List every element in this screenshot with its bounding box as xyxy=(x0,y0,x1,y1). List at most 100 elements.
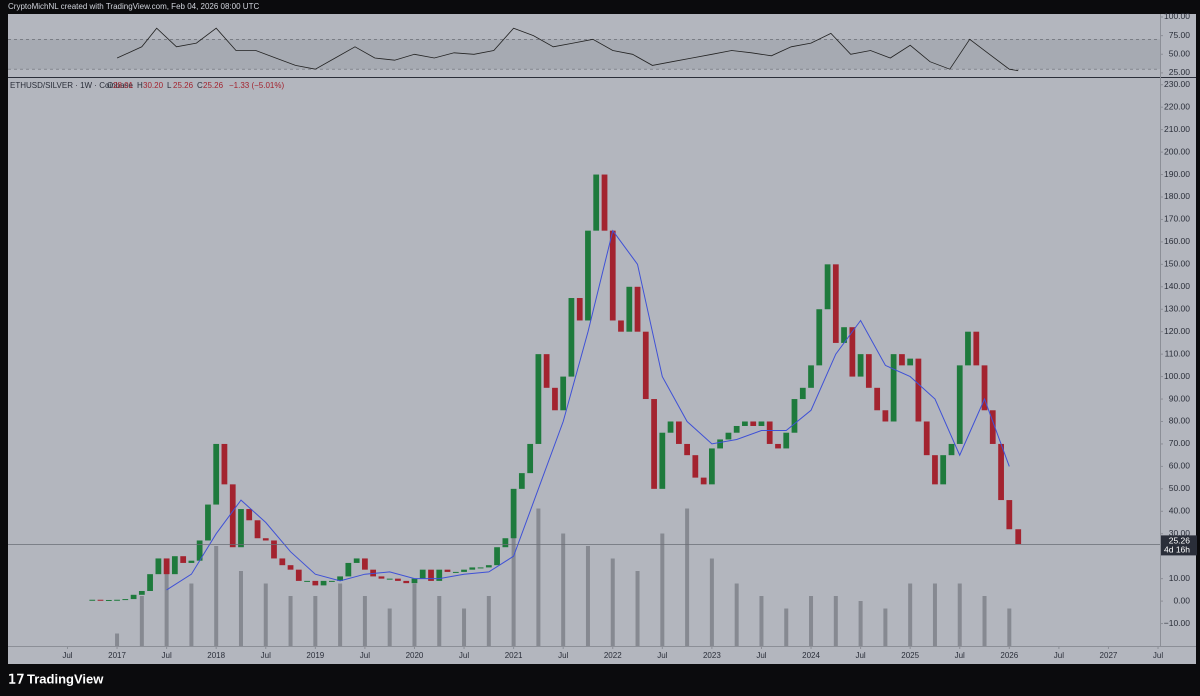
candle xyxy=(444,569,451,572)
volume-bar xyxy=(362,596,367,646)
legend-key: H xyxy=(137,81,143,90)
countdown: 4d 16h xyxy=(1164,545,1190,555)
candle xyxy=(485,565,492,568)
legend-key: C xyxy=(197,81,203,90)
candle xyxy=(469,567,476,570)
y-tick-label: 220.00 xyxy=(1164,101,1190,111)
x-tick-label: Jul xyxy=(162,651,172,660)
candle xyxy=(279,558,286,566)
candle xyxy=(543,354,550,388)
candle xyxy=(502,538,509,548)
candle xyxy=(1015,529,1022,545)
candle xyxy=(923,421,930,456)
candle xyxy=(461,569,467,572)
candle xyxy=(841,327,847,343)
volume-bar xyxy=(685,508,690,646)
candle xyxy=(147,574,153,591)
y-tick-label: 120.00 xyxy=(1164,326,1190,336)
candle xyxy=(816,309,823,366)
candle xyxy=(304,580,310,582)
candle xyxy=(857,354,864,377)
x-tick-label: Jul xyxy=(1054,651,1064,660)
candle xyxy=(634,286,641,332)
volume-bar xyxy=(338,583,343,646)
candle xyxy=(609,230,616,321)
candle xyxy=(568,298,575,377)
candle xyxy=(353,558,360,563)
candle xyxy=(725,432,732,440)
candle xyxy=(709,448,715,485)
y-tick-label: 190.00 xyxy=(1164,169,1190,179)
candle xyxy=(262,538,269,541)
candle xyxy=(205,504,211,541)
x-tick-label: Jul xyxy=(756,651,766,660)
candle xyxy=(89,599,96,601)
volume-bar xyxy=(536,508,541,646)
candle xyxy=(238,509,244,548)
candle xyxy=(155,558,162,575)
candle xyxy=(337,576,343,581)
candle xyxy=(518,473,525,489)
candle xyxy=(758,421,765,426)
candle xyxy=(733,425,740,433)
candle xyxy=(642,331,649,400)
candle xyxy=(287,565,294,570)
y-tick-label: 90.00 xyxy=(1169,393,1191,403)
candle xyxy=(750,421,757,426)
candle xyxy=(618,320,624,332)
moving-average xyxy=(166,229,1010,591)
candle xyxy=(651,399,657,489)
candle xyxy=(907,358,914,366)
candle xyxy=(989,410,996,444)
volume-bar xyxy=(263,583,268,646)
legend-value: 25.26 xyxy=(173,81,194,90)
x-tick-label: Jul xyxy=(459,651,469,660)
candle xyxy=(692,455,699,478)
candle xyxy=(1006,500,1013,530)
volume-bar xyxy=(238,571,243,646)
candle xyxy=(138,590,145,595)
x-tick-label: 2027 xyxy=(1100,651,1118,660)
volume-bar xyxy=(784,608,789,646)
candle xyxy=(105,599,112,601)
volume-bar xyxy=(313,596,318,646)
candle xyxy=(799,387,806,400)
volume-bar xyxy=(288,596,293,646)
last-price-box xyxy=(1161,535,1197,556)
y-tick-label: 230.00 xyxy=(1164,79,1190,89)
x-tick-label: 2024 xyxy=(802,651,820,660)
candle xyxy=(585,230,591,321)
volume-bar xyxy=(734,583,739,646)
volume-bar xyxy=(932,583,937,646)
candle xyxy=(626,286,633,332)
candle xyxy=(122,599,129,601)
legend-key: L xyxy=(167,81,172,90)
volume-bar xyxy=(957,583,962,646)
x-tick-label: 2017 xyxy=(108,651,126,660)
candle xyxy=(97,599,104,601)
volume-bar xyxy=(139,596,144,646)
candle xyxy=(494,547,500,566)
candle xyxy=(808,365,814,388)
y-tick-label: 10.00 xyxy=(1169,573,1191,583)
candle xyxy=(196,540,203,561)
volume-bar xyxy=(561,533,566,646)
candle xyxy=(965,331,971,366)
attribution: CryptoMichNL created with TradingView.co… xyxy=(8,2,259,11)
candle xyxy=(766,421,773,444)
x-tick-label: Jul xyxy=(855,651,865,660)
y-tick-label: −10.00 xyxy=(1164,618,1191,628)
candle xyxy=(180,556,187,563)
candle xyxy=(849,327,856,377)
candle xyxy=(700,477,707,485)
volume-bar xyxy=(486,596,491,646)
candle xyxy=(254,520,261,539)
x-tick-label: 2025 xyxy=(901,651,919,660)
x-tick-label: Jul xyxy=(955,651,965,660)
y-tick-label: 25.00 xyxy=(1169,67,1191,77)
candle xyxy=(221,443,228,485)
candle xyxy=(948,443,955,456)
legend-value: 30.20 xyxy=(143,81,164,90)
candle xyxy=(576,298,583,321)
